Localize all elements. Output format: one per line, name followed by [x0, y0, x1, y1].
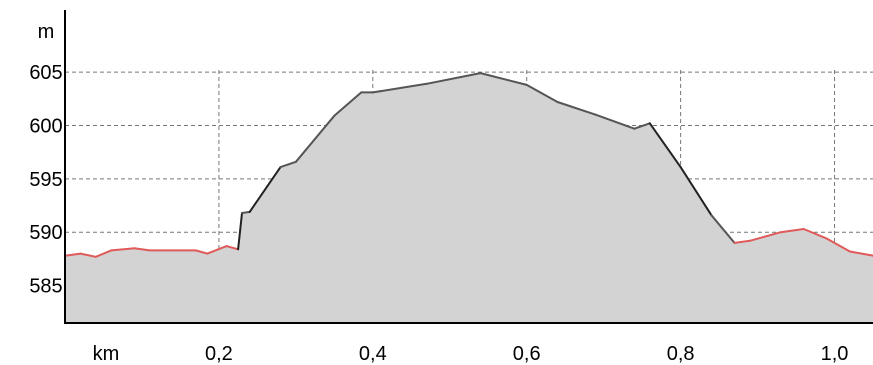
profile-segment-25 [679, 166, 713, 217]
profile-segment-19 [479, 72, 528, 86]
y-tick-label-2: 595 [29, 169, 62, 191]
profile-segment-15 [333, 91, 363, 117]
profile-segment-7 [194, 249, 209, 255]
profile-segment-30 [802, 228, 828, 240]
x-tick-labels: 0,2 0,4 0,6 0,8 1,0 [205, 343, 848, 365]
profile-segment-29 [779, 228, 805, 234]
elevation-area [65, 73, 873, 323]
profile-segment-28 [748, 231, 782, 242]
x-tick-label-3: 0,8 [667, 343, 695, 365]
profile-segment-26 [710, 214, 736, 244]
elevation-line [64, 72, 873, 258]
x-tick-label-0: 0,2 [205, 343, 233, 365]
profile-segment-13 [279, 160, 297, 169]
y-unit-label: m [38, 21, 55, 43]
y-tick-label-1: 590 [29, 222, 62, 244]
x-unit-label: km [93, 343, 120, 365]
profile-segment-11 [241, 210, 251, 214]
x-tick-label-4: 1,0 [821, 343, 849, 365]
profile-segment-12 [248, 166, 282, 213]
profile-segment-23 [633, 122, 651, 130]
profile-segment-24 [648, 122, 682, 169]
x-tick-label-1: 0,4 [359, 343, 387, 365]
profile-segment-20 [525, 83, 559, 103]
profile-segment-22 [595, 113, 636, 130]
profile-segment-2 [94, 249, 113, 258]
y-tick-labels: 585 590 595 600 605 [29, 62, 62, 298]
profile-segment-14 [294, 114, 336, 163]
y-tick-label-3: 600 [29, 115, 62, 137]
profile-segment-32 [848, 250, 873, 257]
y-tick-label-0: 585 [29, 276, 62, 298]
profile-segment-0 [64, 252, 82, 257]
profile-segment-3 [110, 247, 136, 252]
profile-segment-27 [733, 239, 751, 244]
profile-segment-17 [371, 82, 428, 94]
profile-segment-8 [206, 245, 228, 255]
profile-segment-31 [825, 237, 851, 253]
y-tick-label-4: 605 [29, 62, 62, 84]
x-tick-label-2: 0,6 [513, 343, 541, 365]
profile-segment-1 [79, 252, 97, 258]
profile-segment-18 [425, 72, 482, 85]
profile-segment-9 [225, 245, 240, 251]
profile-segment-4 [133, 247, 151, 252]
profile-segment-10 [237, 212, 243, 251]
profile-segment-21 [556, 101, 597, 116]
